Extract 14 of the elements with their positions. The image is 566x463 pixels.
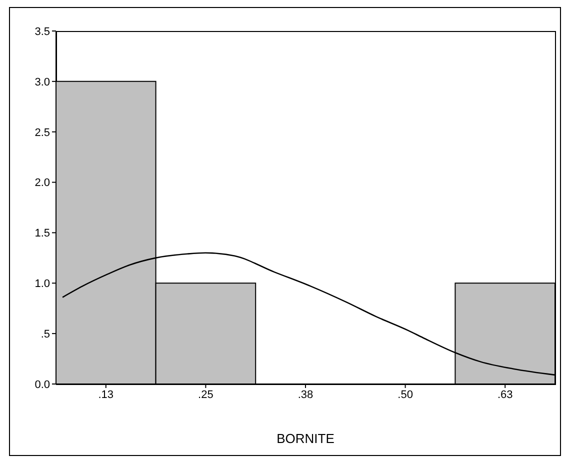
y-tick-label: .5 bbox=[40, 328, 50, 340]
y-tick-label: 1.0 bbox=[34, 278, 50, 290]
y-tick-label: 3.5 bbox=[34, 26, 50, 38]
x-tick-label: .25 bbox=[198, 388, 214, 401]
x-tick-label: .13 bbox=[98, 388, 114, 401]
x-tick-label: .63 bbox=[497, 388, 513, 401]
x-axis-title: BORNITE bbox=[276, 431, 335, 446]
y-tick-label: 3.0 bbox=[34, 76, 50, 88]
y-tick-label: 2.0 bbox=[34, 177, 50, 190]
x-tick-label: .50 bbox=[398, 388, 413, 401]
y-tick-label: 2.5 bbox=[34, 126, 50, 139]
x-tick-label: .38 bbox=[298, 388, 314, 401]
y-tick-label: 1.5 bbox=[34, 228, 50, 240]
y-tick-label: 0.0 bbox=[34, 378, 50, 391]
